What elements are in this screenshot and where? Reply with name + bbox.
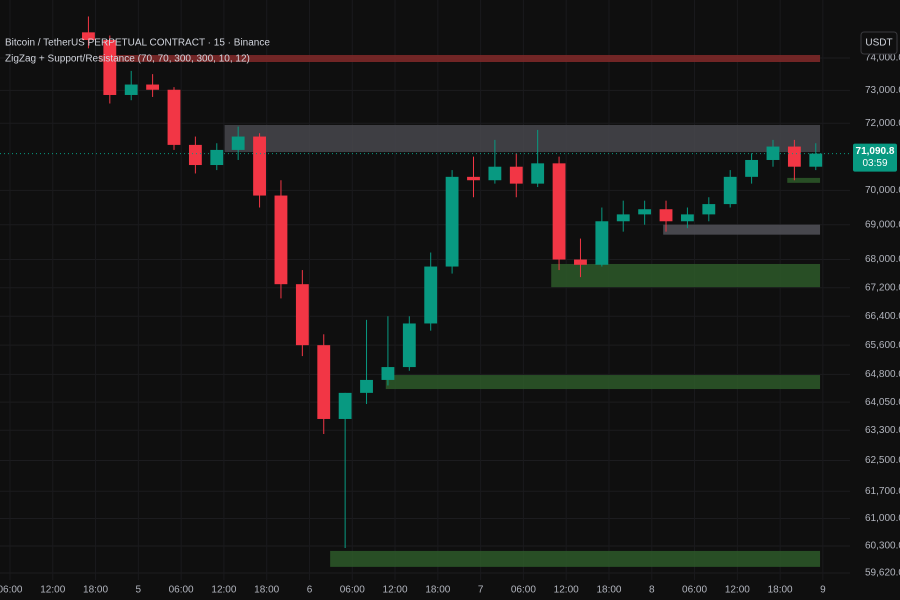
x-tick-label: 5	[136, 585, 142, 596]
zone	[663, 224, 821, 235]
x-tick-label: 06:00	[511, 585, 536, 596]
zone	[787, 177, 821, 183]
indicator-label: ZigZag + Support/Resistance (70, 70, 300…	[5, 54, 250, 65]
x-tick-label: 12:00	[383, 585, 408, 596]
y-tick-label: 70,000.0	[865, 185, 900, 196]
candle-body	[787, 146, 801, 167]
x-tick-label: 12:00	[554, 585, 579, 596]
x-tick-label: 06:00	[682, 585, 707, 596]
x-tick-label: 18:00	[768, 585, 793, 596]
candle-body	[616, 214, 630, 222]
last-price-box	[853, 143, 897, 172]
zone	[330, 550, 821, 567]
y-tick-label: 68,000.0	[865, 254, 900, 265]
candle-body	[659, 209, 673, 222]
last-price-label: 71,090.8	[856, 146, 895, 157]
candle-body	[680, 214, 694, 222]
y-tick-label: 66,400.0	[865, 311, 900, 322]
x-tick-label: 18:00	[254, 585, 279, 596]
x-tick-label: 7	[478, 585, 484, 596]
currency-button[interactable]	[860, 31, 898, 55]
y-tick-label: 64,800.0	[865, 369, 900, 380]
countdown: 03:59	[862, 158, 887, 169]
zone	[551, 263, 821, 288]
zones	[99, 54, 821, 567]
y-tick-label: 64,050.0	[865, 397, 900, 408]
candle-body	[638, 209, 652, 215]
y-tick-label: 60,300.0	[865, 541, 900, 552]
x-tick-label: 18:00	[596, 585, 621, 596]
x-tick-label: 06:00	[340, 585, 365, 596]
candle-body	[103, 40, 117, 95]
x-tick-label: 12:00	[40, 585, 65, 596]
candle-body	[402, 323, 416, 368]
candles	[82, 16, 823, 548]
candle-body	[745, 159, 759, 177]
x-tick-label: 12:00	[725, 585, 750, 596]
y-tick-label: 72,000.0	[865, 118, 900, 129]
x-tick-label: 18:00	[425, 585, 450, 596]
y-tick-label: 73,000.0	[865, 85, 900, 96]
candle-body	[231, 136, 245, 150]
x-tick-label: 12:00	[211, 585, 236, 596]
candle-body	[167, 89, 181, 145]
x-tick-label: 18:00	[83, 585, 108, 596]
zone	[99, 54, 821, 63]
candle-body	[124, 84, 138, 95]
y-tick-label: 62,500.0	[865, 455, 900, 466]
chart-title: Bitcoin / TetherUS PERPETUAL CONTRACT · …	[5, 38, 270, 49]
y-tick-label: 74,000.0	[865, 53, 900, 64]
y-tick-label: 69,000.0	[865, 219, 900, 230]
candle-body	[424, 266, 438, 324]
candle-body	[146, 84, 160, 90]
axes: 74,000.0 73,000.0 72,000.0 70,000.0 69,000.0…	[0, 53, 900, 596]
y-tick-label: 59,620.0	[865, 568, 900, 579]
candle-body	[188, 144, 202, 166]
zone	[385, 375, 821, 390]
candle-body	[274, 195, 288, 285]
candle-body	[467, 176, 480, 181]
candle-body	[509, 166, 523, 184]
grid	[0, 0, 850, 580]
candle-body	[445, 176, 459, 267]
y-tick-label: 63,300.0	[865, 425, 900, 436]
y-tick-label: 61,000.0	[865, 513, 900, 524]
candle-body	[82, 32, 95, 41]
candle-body	[488, 166, 502, 181]
candle-body	[253, 136, 266, 196]
candle-body	[809, 153, 823, 167]
candle-body	[531, 163, 545, 184]
candle-body	[210, 149, 224, 166]
x-tick-label: 06:00	[169, 585, 194, 596]
candle-body	[574, 259, 587, 265]
candle-body	[317, 345, 331, 419]
zone	[224, 124, 821, 153]
x-tick-label: 9	[820, 585, 826, 596]
currency-label[interactable]: USDT	[865, 38, 892, 49]
x-tick-label: 06:00	[0, 585, 23, 596]
candle-body	[360, 379, 373, 393]
candle-body	[723, 176, 737, 205]
candle-body	[338, 392, 352, 419]
y-tick-label: 67,200.0	[865, 282, 900, 293]
candle-body	[552, 163, 566, 260]
x-tick-label: 6	[307, 585, 313, 596]
y-tick-label: 61,700.0	[865, 486, 900, 497]
candle-body	[295, 284, 309, 346]
candle-body	[595, 221, 609, 265]
candle-body	[381, 367, 395, 380]
x-tick-label: 8	[649, 585, 655, 596]
y-tick-label: 65,600.0	[865, 340, 900, 351]
candle-body	[702, 204, 716, 215]
